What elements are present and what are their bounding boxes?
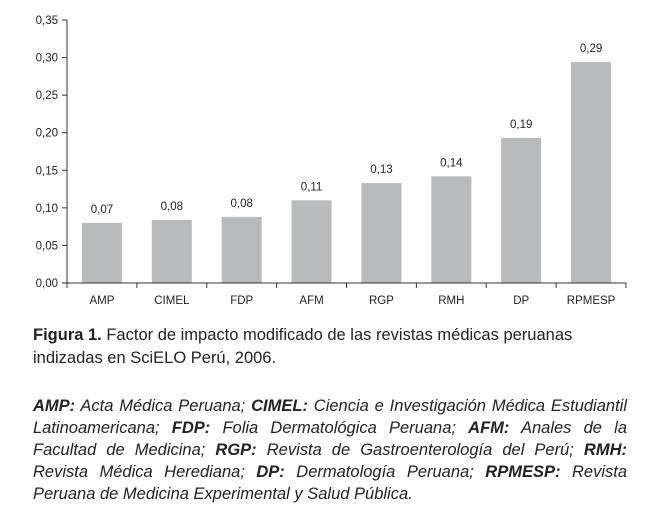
y-tick-label: 0,20	[36, 128, 58, 140]
legend-abbr: AFM:	[468, 419, 510, 437]
caption-label: Figura 1.	[33, 326, 102, 344]
abbreviation-legend: AMP: Acta Médica Peruana; CIMEL: Ciencia…	[33, 395, 627, 505]
legend-text: Folia Dermatológica Peruana;	[210, 419, 469, 437]
legend-text: Acta Médica Peruana;	[75, 397, 252, 415]
legend-abbr: RMH:	[583, 441, 627, 459]
legend-abbr: FDP:	[171, 419, 211, 437]
bar	[571, 62, 612, 283]
y-axis-ticks: 0,00 0,05 0,10 0,15 0,20 0,25 0,30 0,35	[36, 15, 67, 290]
bar	[431, 176, 472, 283]
data-label: 0,11	[301, 181, 323, 193]
bar	[81, 222, 122, 283]
x-tick-label: FDP	[230, 295, 253, 307]
x-tick-label: RMH	[438, 295, 464, 307]
x-tick-label: RGP	[369, 295, 394, 307]
y-tick-label: 0,25	[36, 90, 58, 102]
x-tick-label: RPMESP	[567, 295, 616, 307]
y-tick-label: 0,15	[36, 165, 58, 177]
legend-text: Dermatología Peruana;	[284, 463, 486, 481]
legend-text: Ciencia e Investigación Médica Estudiant…	[33, 397, 627, 437]
caption-text: Factor de impacto modificado de las revi…	[33, 326, 573, 367]
bar	[291, 200, 332, 283]
legend-text: Revista de Gastroenterología del Perú;	[256, 441, 584, 459]
y-tick-label: 0,05	[36, 240, 58, 252]
bar	[151, 219, 192, 283]
figure-caption: Figura 1. Factor de impacto modificado d…	[33, 324, 633, 370]
x-axis-ticks: AMP CIMEL FDP AFM RGP RMH DP RPMESP	[66, 283, 627, 307]
y-tick-label: 0,10	[36, 203, 58, 215]
legend-text: Revista Médica Herediana;	[33, 463, 257, 481]
data-label: 0,08	[230, 198, 252, 210]
legend-abbr: AMP:	[33, 397, 76, 415]
legend-abbr: DP:	[256, 463, 285, 481]
legend-abbr: RGP:	[215, 441, 257, 459]
data-label: 0,19	[510, 119, 532, 131]
bar	[501, 137, 542, 283]
bar-chart: 0,000,050,100,150,200,250,300,35 0,07 0,0…	[36, 15, 627, 307]
legend-text: Revista Peruana de Medicina Experimental…	[33, 463, 627, 503]
legend-text: Anales de la Facultad de Medicina;	[33, 419, 627, 459]
bar	[221, 216, 262, 283]
x-tick-label: CIMEL	[154, 295, 190, 307]
y-tick-label: 0,35	[36, 15, 58, 27]
bar	[361, 183, 402, 283]
data-labels: 0,07 0,08 0,08 0,11 0,13 0,14 0,19 0,29	[91, 43, 603, 216]
data-label: 0,29	[580, 43, 602, 55]
legend-abbr: CIMEL:	[251, 397, 308, 415]
data-label: 0,14	[440, 157, 463, 169]
data-label: 0,07	[91, 204, 113, 216]
legend-abbr: RPMESP:	[485, 463, 561, 481]
data-label: 0,08	[161, 201, 183, 213]
y-tick-label: 0,00	[36, 278, 58, 290]
y-tick-label: 0,30	[36, 53, 58, 65]
x-tick-label: AMP	[89, 295, 114, 307]
x-tick-label: DP	[513, 295, 529, 307]
bars	[81, 62, 612, 283]
x-tick-label: AFM	[299, 295, 323, 307]
data-label: 0,13	[370, 164, 392, 176]
